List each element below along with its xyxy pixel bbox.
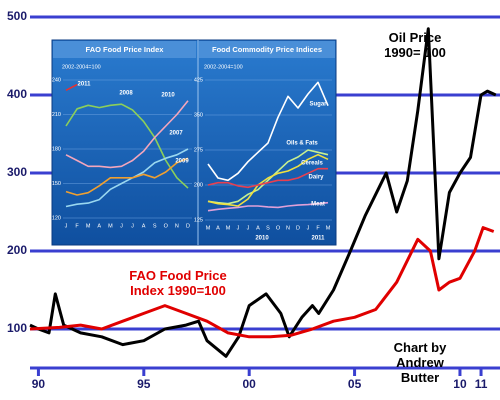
series-label: FAO Food Price Index 1990=100	[129, 268, 227, 298]
x-tick-label: A	[216, 225, 220, 231]
x-tick-label: J	[247, 225, 250, 231]
x-tick-label: 11	[475, 377, 488, 391]
line-series	[207, 201, 329, 212]
x-tick-label: 90	[32, 377, 46, 391]
x-tick-label: J	[307, 225, 310, 231]
series-label: Oil Price 1990= 100	[384, 30, 446, 60]
x-tick-label: M	[206, 225, 211, 231]
x-tick-label: D	[186, 223, 190, 229]
line-series	[207, 81, 329, 182]
x-tick-label: M	[326, 225, 331, 231]
series-label: 2008	[119, 91, 133, 97]
x-tick-label: 10	[453, 377, 467, 391]
x-tick-label: F	[75, 223, 79, 229]
series-label: 2009	[175, 159, 189, 165]
panel-subtitle: 2002-2004=100	[62, 64, 101, 70]
x-tick-label: A	[142, 223, 146, 229]
x-tick-label: M	[226, 225, 231, 231]
series-label: Oils & Fats	[286, 141, 318, 147]
series-label: Dairy	[308, 175, 324, 181]
x-tick-label: O	[164, 223, 169, 229]
y-tick-label: 425	[194, 77, 203, 83]
line-series	[65, 157, 189, 196]
line-series	[65, 83, 78, 92]
x-tick-label: D	[296, 225, 300, 231]
panel-header	[53, 41, 196, 58]
year-label: 2010	[255, 236, 269, 242]
y-tick-label: 180	[52, 146, 61, 152]
y-tick-label: 240	[52, 77, 61, 83]
panel-subtitle: 2002-2004=100	[204, 64, 243, 70]
line-series	[207, 153, 329, 207]
line-series	[207, 149, 329, 205]
panel-header	[199, 41, 335, 58]
series-label: Cereals	[301, 161, 323, 167]
year-label: 2011	[311, 236, 325, 242]
x-tick-label: J	[237, 225, 240, 231]
x-tick-label: S	[153, 223, 157, 229]
panel-title: Food Commodity Price Indices	[212, 45, 322, 54]
series-label: Sugar	[309, 102, 327, 108]
x-tick-label: O	[276, 225, 281, 231]
y-tick-label: 400	[7, 87, 27, 101]
y-tick-label: 150	[52, 181, 61, 187]
x-tick-label: M	[86, 223, 91, 229]
x-tick-label: J	[131, 223, 134, 229]
series-label: Meat	[311, 202, 325, 208]
x-tick-label: 00	[243, 377, 257, 391]
y-tick-label: 350	[194, 112, 203, 118]
line-series	[207, 167, 328, 189]
series-label: 2007	[169, 131, 183, 137]
credit: Chart by Andrew Butter	[393, 340, 447, 385]
x-tick-label: A	[97, 223, 101, 229]
y-tick-label: 300	[7, 165, 27, 179]
x-tick-label: M	[108, 223, 113, 229]
y-tick-label: 120	[52, 215, 61, 221]
x-tick-label: N	[286, 225, 290, 231]
x-tick-label: J	[120, 223, 123, 229]
line-series	[65, 100, 189, 169]
line-series	[65, 148, 189, 208]
x-tick-label: A	[256, 225, 260, 231]
x-tick-label: N	[175, 223, 179, 229]
x-tick-label: J	[65, 223, 68, 229]
y-tick-label: 125	[194, 217, 203, 223]
x-tick-label: 95	[137, 377, 151, 391]
y-tick-label: 100	[7, 321, 27, 335]
y-tick-label: 210	[52, 112, 61, 118]
y-tick-label: 275	[194, 147, 203, 153]
series-label: 2011	[77, 82, 91, 88]
panel-title: FAO Food Price Index	[86, 45, 165, 54]
x-tick-label: S	[266, 225, 270, 231]
x-tick-label: F	[316, 225, 320, 231]
y-tick-label: 200	[194, 182, 203, 188]
line-series	[29, 226, 495, 339]
inset-bg	[51, 39, 337, 246]
y-tick-label: 500	[7, 9, 27, 23]
x-tick-label: 05	[348, 377, 362, 391]
line-series	[29, 27, 497, 358]
series-label: 2010	[161, 93, 175, 99]
line-series	[65, 103, 189, 189]
y-tick-label: 200	[7, 243, 27, 257]
